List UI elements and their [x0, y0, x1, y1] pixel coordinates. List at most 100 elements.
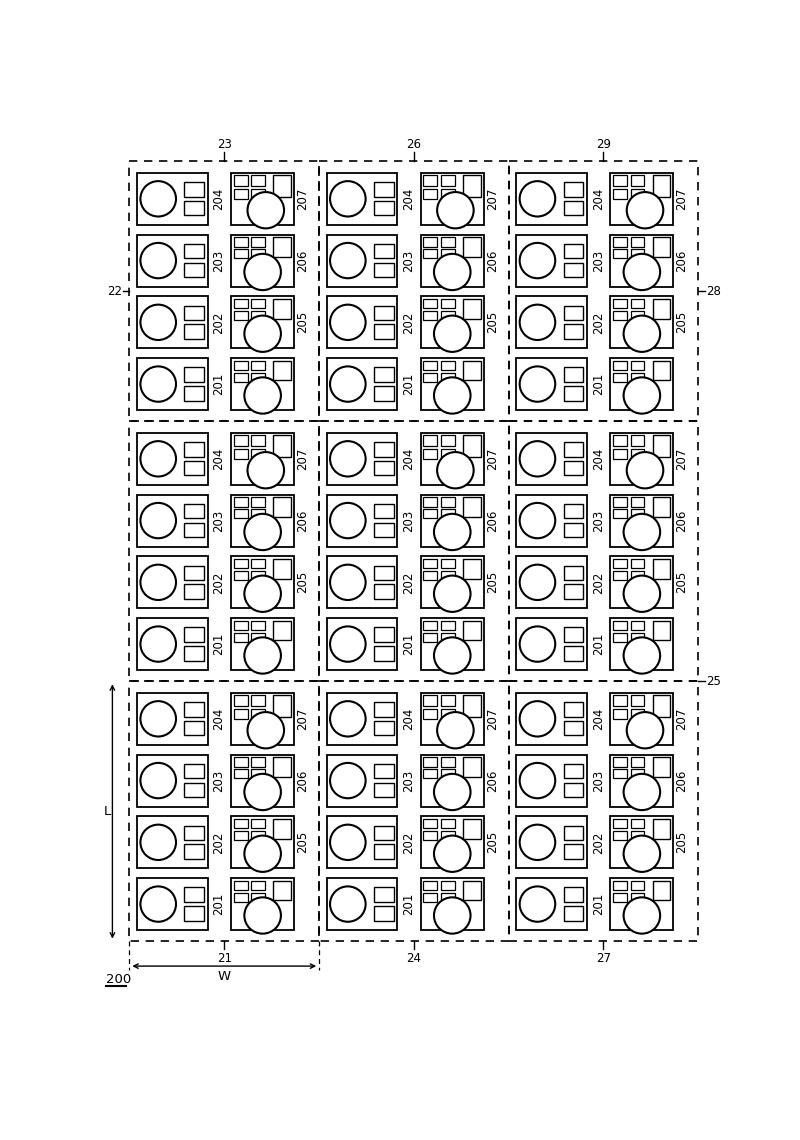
Bar [423, 250, 437, 259]
Bar [613, 449, 626, 459]
Bar [653, 695, 670, 717]
Bar [653, 881, 670, 901]
Bar [613, 497, 626, 506]
Text: L: L [103, 805, 110, 817]
Bar [234, 620, 247, 630]
Bar [374, 702, 394, 717]
Bar [423, 620, 437, 630]
Bar [653, 819, 670, 839]
Circle shape [247, 712, 284, 748]
Bar [613, 881, 626, 890]
Text: 204: 204 [592, 448, 605, 470]
Bar [613, 633, 626, 642]
Text: 203: 203 [402, 510, 415, 531]
Bar [137, 816, 208, 869]
Circle shape [434, 254, 470, 291]
Bar [374, 585, 394, 599]
Bar [423, 510, 437, 519]
Circle shape [623, 836, 660, 872]
Bar [326, 618, 398, 670]
Circle shape [141, 503, 176, 538]
Bar [374, 306, 394, 320]
Text: 204: 204 [592, 708, 605, 730]
Circle shape [626, 192, 663, 228]
Bar [274, 299, 291, 319]
Bar [516, 173, 587, 225]
Bar [184, 386, 204, 400]
Bar [374, 906, 394, 921]
Bar [184, 783, 204, 797]
Bar [516, 495, 587, 546]
Bar [423, 311, 437, 320]
Text: 23: 23 [217, 138, 232, 150]
Bar [231, 173, 294, 225]
Circle shape [330, 887, 366, 922]
Bar [516, 433, 587, 484]
Text: 201: 201 [402, 633, 415, 655]
Bar [251, 360, 265, 370]
Text: 203: 203 [592, 250, 605, 271]
Bar [184, 627, 204, 642]
Circle shape [244, 514, 281, 551]
Circle shape [626, 453, 663, 488]
Bar [610, 693, 674, 744]
Bar [251, 757, 265, 766]
Text: 207: 207 [296, 188, 310, 210]
Bar [423, 881, 437, 890]
Bar [251, 709, 265, 719]
Bar [251, 620, 265, 630]
Bar [231, 358, 294, 410]
Text: 202: 202 [592, 311, 605, 334]
Circle shape [520, 701, 555, 736]
Circle shape [141, 243, 176, 278]
Bar [184, 442, 204, 457]
Text: 203: 203 [213, 250, 226, 271]
Text: 27: 27 [596, 952, 611, 966]
Text: 205: 205 [675, 831, 689, 854]
Bar [441, 250, 454, 259]
Bar [374, 325, 394, 339]
Text: 21: 21 [217, 952, 232, 966]
Bar [441, 620, 454, 630]
Circle shape [330, 763, 366, 798]
Bar [613, 311, 626, 320]
Bar [184, 325, 204, 339]
Bar [231, 816, 294, 869]
Bar [421, 693, 484, 744]
Bar [516, 816, 587, 869]
Bar [423, 237, 437, 246]
Circle shape [141, 304, 176, 340]
Text: 204: 204 [213, 188, 226, 210]
Circle shape [623, 254, 660, 291]
Bar [137, 173, 208, 225]
Bar [610, 495, 674, 546]
Bar [613, 770, 626, 779]
Bar [463, 819, 481, 839]
Circle shape [247, 453, 284, 488]
Circle shape [330, 366, 366, 401]
Text: 206: 206 [296, 770, 310, 792]
Circle shape [141, 564, 176, 600]
Bar [274, 435, 291, 457]
Bar [563, 887, 583, 902]
Bar [441, 237, 454, 246]
Circle shape [244, 774, 281, 811]
Circle shape [330, 441, 366, 477]
Text: 201: 201 [213, 373, 226, 396]
Bar [563, 702, 583, 717]
Bar [421, 556, 484, 609]
Text: 200: 200 [106, 974, 131, 986]
Text: 202: 202 [402, 571, 415, 594]
Bar [137, 878, 208, 930]
Bar [563, 906, 583, 921]
Bar [326, 816, 398, 869]
Bar [610, 433, 674, 484]
Bar [563, 262, 583, 277]
Bar [423, 757, 437, 766]
Bar [423, 497, 437, 506]
Bar [231, 878, 294, 930]
Bar [610, 816, 674, 869]
Bar [137, 433, 208, 484]
Bar [251, 695, 265, 706]
Bar [463, 559, 481, 579]
